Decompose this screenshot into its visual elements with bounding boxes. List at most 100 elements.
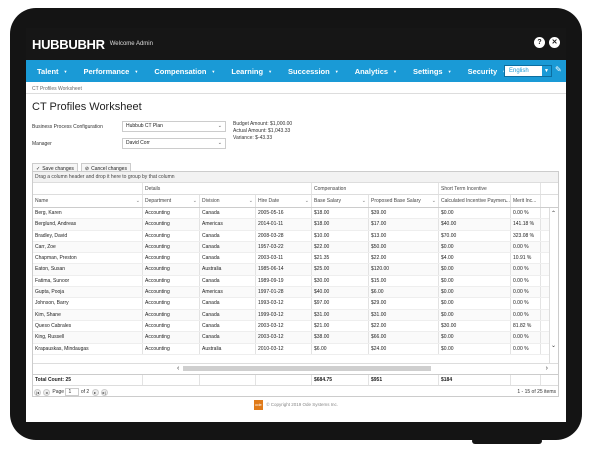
table-cell[interactable]: $22.00 — [369, 253, 439, 264]
table-cell[interactable]: 81.82 % — [511, 320, 541, 332]
table-cell[interactable]: Queso Cabrales — [33, 320, 143, 332]
table-row[interactable]: Berg, Karen Accounting Canada 2005-05-16 $18… — [33, 208, 558, 220]
table-cell[interactable]: $15.00 — [369, 275, 439, 287]
table-cell[interactable]: Canada — [200, 208, 256, 219]
table-cell[interactable]: $66.00 — [369, 332, 439, 343]
table-row[interactable]: Chapman, Preston Accounting Canada 2003-03-… — [33, 253, 558, 265]
vertical-scrollbar[interactable]: ⌃ ⌄ — [549, 208, 558, 363]
nav-compensation[interactable]: Compensation ▼ — [154, 66, 216, 76]
edit-icon[interactable]: ✎ — [555, 65, 562, 74]
table-cell[interactable]: 2003-03-11 — [256, 253, 312, 264]
table-cell[interactable]: Accounting — [143, 343, 200, 354]
table-cell[interactable]: $0.00 — [439, 208, 511, 219]
table-cell[interactable]: Americas — [200, 219, 256, 230]
chevron-down-icon[interactable]: ⌄ — [551, 343, 557, 349]
table-cell[interactable]: 2008-03-28 — [256, 230, 312, 241]
table-cell[interactable]: Krapauskas, Mindaugas — [33, 343, 143, 354]
chevron-up-icon[interactable]: ⌃ — [551, 211, 557, 217]
col-proposed-base-salary[interactable]: Proposed Base Salary ⌄ — [369, 195, 439, 207]
table-cell[interactable]: 1993-03-12 — [256, 298, 312, 309]
scroll-thumb[interactable] — [183, 366, 431, 371]
table-cell[interactable]: 1997-01-28 — [256, 287, 312, 298]
filter-icon[interactable]: ⌄ — [135, 198, 140, 204]
table-cell[interactable]: $0.00 — [439, 275, 511, 287]
table-cell[interactable]: Gupta, Pooja — [33, 287, 143, 298]
table-cell[interactable]: 0.00 % — [511, 332, 541, 343]
table-cell[interactable]: Canada — [200, 241, 256, 253]
table-cell[interactable]: 2003-03-12 — [256, 320, 312, 332]
prev-page-button[interactable]: ◂ — [43, 389, 50, 396]
table-cell[interactable]: 2003-03-12 — [256, 332, 312, 343]
table-cell[interactable]: Carr, Zoe — [33, 241, 143, 253]
table-cell[interactable]: $6.00 — [369, 287, 439, 298]
table-cell[interactable]: 1999-03-12 — [256, 309, 312, 320]
filter-icon[interactable]: ⌄ — [503, 198, 508, 204]
table-cell[interactable]: Chapman, Preston — [33, 253, 143, 264]
table-cell[interactable]: Accounting — [143, 320, 200, 332]
table-row[interactable]: Fatima, Sunoor Accounting Canada 1989-09-19… — [33, 275, 558, 288]
table-row[interactable]: Kim, Shane Accounting Canada 1999-03-12 $31.… — [33, 309, 558, 321]
filter-icon[interactable]: ⌄ — [304, 198, 309, 204]
table-cell[interactable]: $25.00 — [312, 264, 369, 275]
table-cell[interactable]: Accounting — [143, 309, 200, 320]
table-cell[interactable]: Canada — [200, 309, 256, 320]
table-cell[interactable]: Accounting — [143, 287, 200, 298]
table-cell[interactable]: 2014-01-11 — [256, 219, 312, 230]
table-cell[interactable]: Accounting — [143, 208, 200, 219]
table-cell[interactable]: $0.00 — [439, 241, 511, 253]
table-cell[interactable]: Canada — [200, 253, 256, 264]
next-page-button[interactable]: ▸ — [91, 389, 99, 396]
table-cell[interactable]: King, Russell — [33, 332, 143, 343]
help-icon[interactable]: ? — [534, 37, 545, 48]
nav-succession[interactable]: Succession ▼ — [288, 66, 339, 76]
table-cell[interactable]: $6.00 — [312, 343, 369, 354]
table-cell[interactable]: 1985-06-14 — [256, 264, 312, 275]
table-cell[interactable]: 0.00 % — [511, 309, 541, 320]
nav-settings[interactable]: Settings ▼ — [413, 66, 452, 76]
table-cell[interactable]: Americas — [200, 287, 256, 298]
col-hire-date[interactable]: Hire Date ⌄ — [256, 195, 312, 207]
nav-learning[interactable]: Learning ▼ — [231, 66, 273, 76]
nav-analytics[interactable]: Analytics ▼ — [354, 66, 398, 76]
table-row[interactable]: Queso Cabrales Accounting Canada 2003-03-12… — [33, 320, 558, 333]
table-cell[interactable]: $21.00 — [312, 320, 369, 332]
table-cell[interactable]: Fatima, Sunoor — [33, 275, 143, 287]
table-cell[interactable]: $30.00 — [439, 320, 511, 332]
table-cell[interactable]: $0.00 — [439, 343, 511, 354]
table-cell[interactable]: $39.00 — [369, 208, 439, 219]
col-department[interactable]: Department ⌄ — [143, 195, 200, 207]
table-cell[interactable]: 10.91 % — [511, 253, 541, 264]
table-row[interactable]: Gupta, Pooja Accounting Americas 1997-01-28… — [33, 287, 558, 299]
table-cell[interactable]: 1957-03-22 — [256, 241, 312, 253]
table-row[interactable]: Bradley, David Accounting Canada 2008-03-28… — [33, 230, 558, 242]
table-cell[interactable]: Berg, Karen — [33, 208, 143, 219]
language-select[interactable]: English ▼ — [504, 65, 552, 77]
col-calculated-incentive[interactable]: Calculated Incentive Paymen... ⌄ — [439, 195, 511, 207]
table-cell[interactable]: 0.00 % — [511, 264, 541, 275]
filter-icon[interactable]: ⌄ — [248, 198, 253, 204]
table-cell[interactable]: Accounting — [143, 241, 200, 253]
table-cell[interactable]: 0.00 % — [511, 298, 541, 309]
table-cell[interactable]: $24.00 — [369, 343, 439, 354]
table-cell[interactable]: $120.00 — [369, 264, 439, 275]
table-cell[interactable]: Accounting — [143, 230, 200, 241]
table-cell[interactable]: Accounting — [143, 253, 200, 264]
group-drop-area[interactable]: Drag a column header and drop it here to… — [33, 172, 558, 183]
table-cell[interactable]: $18.00 — [312, 208, 369, 219]
table-cell[interactable]: $18.00 — [312, 219, 369, 230]
table-cell[interactable]: Australia — [200, 264, 256, 275]
table-cell[interactable]: Canada — [200, 298, 256, 309]
table-cell[interactable]: Accounting — [143, 219, 200, 230]
table-cell[interactable]: Australia — [200, 343, 256, 354]
table-cell[interactable]: Canada — [200, 275, 256, 287]
nav-talent[interactable]: Talent ▼ — [37, 66, 68, 76]
table-cell[interactable]: $0.00 — [439, 332, 511, 343]
table-cell[interactable]: 0.00 % — [511, 241, 541, 253]
chevron-right-icon[interactable]: › — [545, 365, 548, 372]
table-cell[interactable]: $31.00 — [312, 309, 369, 320]
col-base-salary[interactable]: Base Salary ⌄ — [312, 195, 369, 207]
table-cell[interactable]: Canada — [200, 230, 256, 241]
col-name[interactable]: Name ⌄ — [33, 195, 143, 207]
bpc-select[interactable]: Hubbub CT Plan ⌄ — [122, 121, 226, 132]
table-cell[interactable]: $22.00 — [312, 241, 369, 253]
